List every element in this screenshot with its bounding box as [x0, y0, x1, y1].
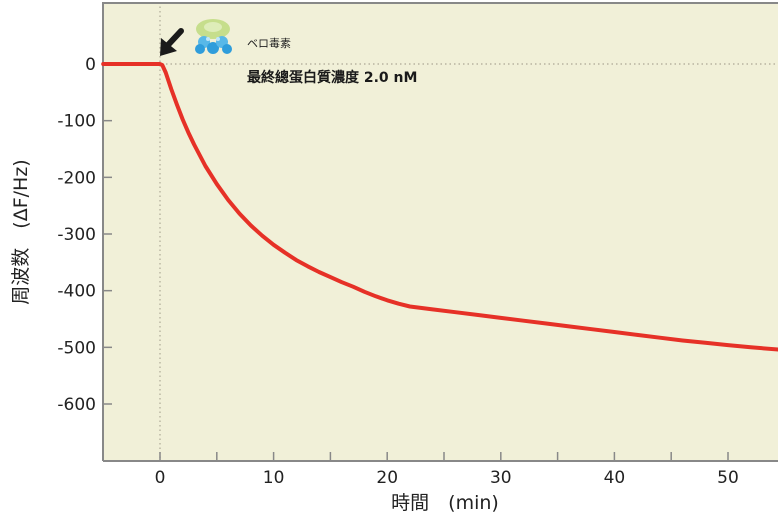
x-tick-label: 10 — [263, 468, 285, 488]
x-tick-label: 50 — [717, 468, 739, 488]
y-tick-label: -100 — [57, 112, 96, 132]
y-tick-label: -300 — [57, 225, 96, 245]
concentration-label: 最終總蛋白質濃度 2.0 nM — [247, 69, 417, 86]
y-axis-title: 周波数 (ΔF/Hz) — [10, 159, 32, 304]
plot-area — [103, 2, 778, 461]
x-axis-title: 時間 (min) — [391, 492, 499, 514]
x-tick-label: 30 — [490, 468, 512, 488]
injection-label: ベロ毒素 — [247, 37, 291, 50]
series-line — [101, 62, 778, 352]
y-tick-label: 0 — [85, 55, 96, 75]
y-tick-label: -500 — [57, 338, 96, 358]
x-tick-label: 20 — [376, 468, 398, 488]
axis-tick-labels: 0 -100 -200 -300 -400 -500 -600 0 10 20 30 40 50 — [57, 55, 738, 488]
y-tick-label: -200 — [57, 168, 96, 188]
injection-arrow-icon — [160, 28, 184, 56]
y-tick-label: -400 — [57, 282, 96, 302]
x-tick-label: 0 — [155, 468, 166, 488]
x-tick-label: 40 — [604, 468, 626, 488]
y-tick-label: -600 — [57, 395, 96, 415]
toxin-molecule-icon — [195, 19, 232, 54]
